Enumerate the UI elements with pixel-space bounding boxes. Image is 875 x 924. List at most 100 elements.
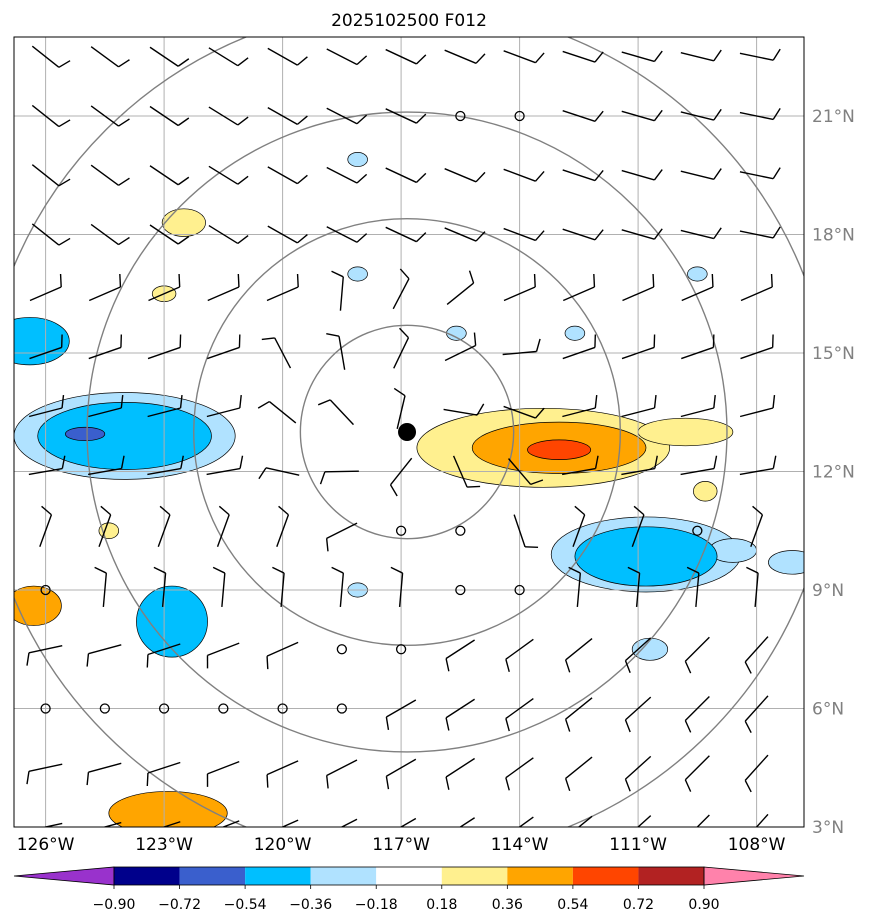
wind-barb [42, 822, 63, 827]
wind-barb [621, 228, 663, 240]
wind-barb [637, 815, 652, 827]
anomaly-west-negative-core [37, 402, 212, 470]
wind-barb [503, 405, 545, 419]
wind-barb [513, 514, 539, 549]
wind-barb [216, 505, 230, 547]
colorbar-segment [114, 867, 180, 885]
wind-barb [564, 638, 593, 673]
wind-barb [444, 332, 477, 362]
y-tick-label: 6°N [812, 700, 844, 720]
wind-barb [88, 334, 123, 360]
wind-barb [28, 394, 65, 418]
wind-barb [258, 467, 300, 480]
wind-barb [385, 226, 427, 243]
wind-barb [261, 337, 292, 369]
wind-barb [562, 334, 597, 360]
colorbar-extend-low [13, 866, 115, 886]
wind-barb [684, 636, 710, 674]
wind-barb [392, 268, 410, 310]
wind-barb [161, 821, 181, 827]
wind-barb [444, 49, 486, 64]
storm-center-marker [398, 423, 417, 441]
wind-barb [562, 50, 604, 63]
wind-barb [739, 48, 781, 61]
wind-barb [505, 757, 534, 791]
wind-barb [208, 165, 249, 185]
wind-barb [221, 820, 240, 827]
calm-wind-marker [455, 110, 466, 122]
wind-barb [86, 762, 122, 786]
wind-barb [385, 167, 427, 184]
calm-wind-marker [277, 703, 288, 714]
colorbar-tick-label: −0.90 [93, 897, 136, 913]
wind-barb [680, 49, 722, 62]
calm-wind-marker [395, 644, 407, 655]
y-tick-label: 9°N [812, 581, 844, 601]
anomaly-small-negative-1 [347, 151, 368, 167]
wind-barb [26, 763, 63, 785]
wind-barb [26, 645, 63, 666]
colorbar-segment [376, 867, 442, 885]
anomaly-edge-negative-2 [768, 550, 804, 575]
wind-barb [326, 166, 368, 184]
wind-barb [212, 566, 226, 607]
calm-wind-marker [336, 703, 348, 714]
wind-barb [746, 566, 759, 607]
wind-barb [624, 696, 652, 733]
wind-barb [503, 227, 545, 242]
wind-barb [325, 522, 358, 552]
wind-barb [503, 50, 545, 64]
wind-barb [102, 821, 122, 827]
calm-wind-marker [99, 703, 110, 714]
wind-barb [266, 273, 299, 302]
wind-barb [739, 455, 777, 476]
wind-barb [147, 394, 183, 418]
colorbar-segment [310, 867, 377, 885]
wind-barb [393, 387, 406, 429]
wind-barb [680, 108, 722, 121]
calm-wind-marker [40, 584, 51, 596]
wind-barb [444, 227, 486, 242]
chart-title: 2025102500 F012 [331, 11, 487, 31]
wind-barbs [26, 45, 781, 827]
wind-barb [280, 819, 299, 827]
wind-barb [680, 168, 722, 180]
wind-barb [147, 455, 184, 476]
wind-barb [505, 638, 534, 672]
wind-barb [744, 636, 769, 674]
colorbar-segment [572, 867, 639, 885]
colorbar-segment [441, 867, 508, 885]
wind-barb [564, 756, 593, 792]
wind-barb [696, 814, 710, 827]
wind-barb [86, 644, 122, 667]
wind-barb [622, 273, 655, 302]
anomaly-small-negative-2 [347, 266, 368, 282]
wind-barb [739, 226, 781, 239]
wind-barb [31, 164, 71, 187]
wind-barb [267, 47, 308, 66]
wind-barb [90, 223, 130, 246]
wind-barb [744, 695, 769, 734]
wind-barb [326, 333, 346, 370]
anomaly-southeast-negative-core [574, 526, 718, 587]
y-tick-label: 12°N [812, 463, 855, 483]
wind-barb [631, 505, 645, 547]
x-tick-label: 123°W [135, 835, 193, 855]
wind-barb [621, 109, 663, 122]
wind-barb [149, 224, 190, 245]
colorbar-tick-label: 0.90 [688, 897, 719, 913]
storm-center-dot [398, 423, 417, 441]
wind-barb [87, 455, 125, 476]
wind-barb [326, 48, 368, 66]
wind-barb [29, 273, 62, 302]
wind-barb [94, 566, 108, 607]
colorbar-tick-label: −0.54 [224, 897, 267, 913]
wind-barb [90, 46, 130, 68]
wind-barb [90, 105, 130, 127]
wind-barb [206, 761, 240, 787]
wind-barb [148, 273, 181, 302]
calm-wind-marker [455, 584, 466, 596]
wind-barb [445, 698, 475, 731]
wind-barb [740, 334, 774, 360]
wind-barb [385, 108, 427, 124]
